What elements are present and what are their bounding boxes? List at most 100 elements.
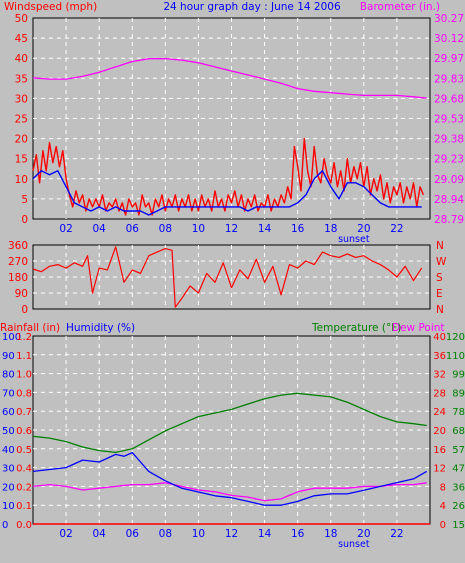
rain-y-tick-label: 0.6 [16,426,32,437]
x-tick-label: 10 [192,223,205,235]
temp-c-y-tick-label: 36 [433,351,446,362]
barometer-y-tick-label: 29.53 [434,114,464,126]
x-tick-label: 06 [126,223,140,235]
x-tick-label: 12 [225,528,238,540]
barometer-y-tick-label: 28.94 [434,194,464,206]
x-tick-label: 16 [291,223,305,235]
humidity-y-tick-label: 70 [2,388,15,399]
windspeed-line [32,137,425,216]
barometer-y-tick-label: 29.38 [434,134,464,146]
humidity-y-tick-label: 0 [2,520,8,531]
direction-y-tick-label: 0 [21,304,28,316]
x-tick-label: 04 [92,528,106,540]
temp-c-y-tick-label: 20 [433,426,446,437]
temp-f-y-tick-label: 47 [452,464,465,475]
barometer-y-tick-label: 28.79 [434,214,464,226]
barometer-axis-title: Barometer (in.) [360,1,440,13]
rain-y-tick-label: 1.2 [16,332,32,343]
x-tick-label: 04 [92,223,106,235]
x-tick-label: 22 [390,223,403,235]
rain-axis-title: Rainfall (in) [0,322,60,334]
temp-f-y-tick-label: 99 [452,370,465,381]
direction-compass-label: N [436,304,444,316]
temp-c-y-tick-label: 32 [433,370,446,381]
rain-y-tick-label: 0.4 [16,464,32,475]
temp-f-y-tick-label: 15 [452,520,465,531]
wind-average-line [32,170,422,216]
wind-y-tick-label: 5 [21,194,28,206]
temp-c-y-tick-label: 16 [433,445,446,456]
direction-compass-label: E [436,288,443,300]
chart-title: 24 hour graph day : June 14 2006 [163,1,341,13]
humidity-y-tick-label: 80 [2,370,15,381]
rain-y-tick-label: 0.5 [16,445,32,456]
x-tick-label: 08 [159,528,172,540]
x-tick-label: 08 [159,223,172,235]
direction-y-tick-label: 270 [8,256,28,268]
sunset-label: sunset [338,234,370,245]
direction-y-tick-label: 360 [8,240,28,252]
rain-y-tick-label: 0.7 [16,407,32,418]
x-tick-label: 16 [291,528,305,540]
rain-y-tick-label: 0.0 [16,520,32,531]
x-tick-label: 12 [225,223,238,235]
temp-f-y-tick-label: 89 [452,388,465,399]
wind-y-tick-label: 0 [21,214,28,226]
rain-y-tick-label: 1.0 [16,370,32,381]
humidity-line [32,451,428,506]
wind-y-tick-label: 50 [15,13,28,25]
barometer-y-tick-label: 29.23 [434,154,464,166]
temp-c-y-tick-label: 12 [433,464,446,475]
humidity-y-tick-label: 90 [2,351,15,362]
x-tick-label: 18 [324,223,337,235]
x-tick-label: 22 [390,528,403,540]
barometer-y-tick-label: 29.97 [434,53,464,65]
wind-y-tick-label: 35 [15,73,28,85]
humidity-y-tick-label: 30 [2,464,15,475]
x-tick-label: 10 [192,528,205,540]
wind-y-tick-label: 10 [15,174,28,186]
temp-c-y-tick-label: 24 [433,407,446,418]
barometer-y-tick-label: 29.09 [434,174,464,186]
direction-y-tick-label: 90 [15,288,28,300]
dewpoint-axis-title: Dew Point [392,322,445,334]
temp-f-y-tick-label: 26 [452,501,465,512]
x-tick-label: 20 [357,223,370,235]
wind-direction-line [32,246,423,308]
barometer-y-tick-label: 30.27 [434,13,464,25]
x-tick-label: 18 [324,528,337,540]
wind-axis-title: Windspeed (mph) [4,1,97,13]
wind-y-tick-label: 30 [15,93,28,105]
humidity-axis-title: Humidity (%) [66,322,135,334]
x-tick-label: 06 [126,528,140,540]
temp-f-y-tick-label: 36 [452,482,465,493]
sunset-label: sunset [338,539,370,550]
humidity-y-tick-label: 20 [2,482,15,493]
wind-y-tick-label: 20 [15,134,28,146]
barometer-y-tick-label: 30.12 [434,33,464,45]
x-tick-label: 14 [258,528,272,540]
x-tick-label: 20 [357,528,370,540]
direction-compass-label: N [436,240,444,252]
dewpoint-line [32,482,427,502]
wind-y-tick-label: 15 [15,154,28,166]
temp-c-y-tick-label: 4 [440,501,446,512]
barometer-y-tick-label: 29.83 [434,73,464,85]
temperature-axis-title: Temperature (°F) [311,322,401,334]
rain-y-tick-label: 0.8 [16,388,32,399]
humidity-y-tick-label: 50 [2,426,15,437]
wind-y-tick-label: 40 [15,53,28,65]
direction-y-tick-label: 180 [8,272,28,284]
temp-c-y-tick-label: 28 [433,388,446,399]
x-tick-label: 02 [59,528,72,540]
temp-c-y-tick-label: 0 [440,520,446,531]
temp-f-y-tick-label: 57 [452,445,465,456]
wind-y-tick-label: 45 [15,33,28,45]
humidity-y-tick-label: 60 [2,407,15,418]
temp-c-y-tick-label: 40 [433,332,446,343]
temp-f-y-tick-label: 78 [452,407,465,418]
humidity-y-tick-label: 40 [2,445,15,456]
humidity-y-tick-label: 10 [2,501,15,512]
rain-y-tick-label: 0.2 [16,482,32,493]
